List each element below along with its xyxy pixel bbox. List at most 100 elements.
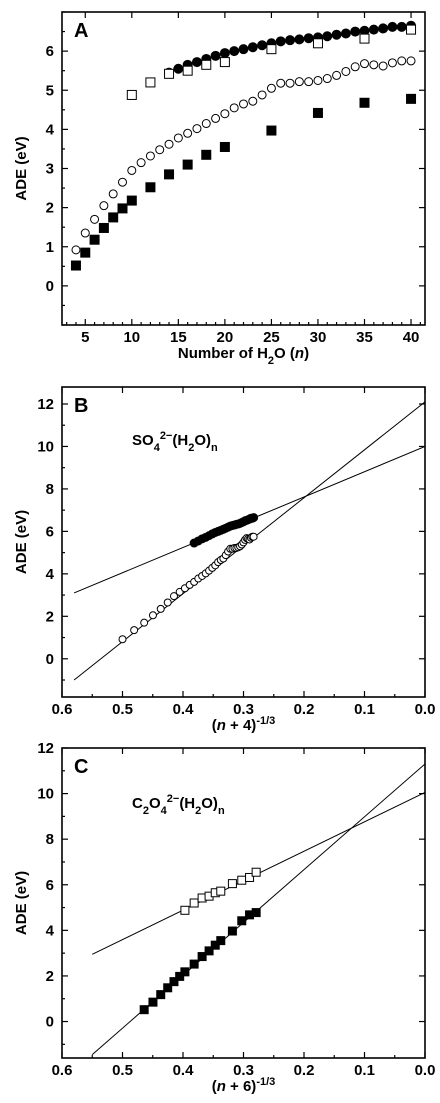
y-tick-label: 1 (46, 239, 54, 256)
data-point-open-circle (397, 56, 407, 66)
y-tick-label: 0 (46, 1014, 54, 1031)
data-point-open-square (406, 24, 417, 35)
y-tick-label: 2 (46, 200, 54, 217)
data-point-filled-square (139, 1005, 149, 1015)
data-point-open-circle (192, 124, 202, 134)
y-tick-label: 6 (46, 877, 54, 894)
y-tick-label: 10 (37, 786, 54, 803)
data-point-filled-square (359, 97, 370, 108)
y-tick-label: 12 (37, 740, 54, 757)
x-tick-label: 35 (356, 329, 373, 346)
x-tick-label: 0.0 (415, 1062, 436, 1079)
data-point-filled-circle (173, 63, 184, 74)
y-tick-label: 4 (46, 566, 55, 583)
x-tick-label: 0.6 (52, 701, 73, 718)
y-axis-title: ADE (eV) (13, 510, 30, 574)
data-point-open-circle (118, 177, 127, 187)
data-point-filled-square (148, 997, 158, 1007)
data-point-open-circle (266, 83, 276, 93)
y-tick-label: 3 (46, 161, 54, 178)
data-point-filled-square (189, 959, 199, 969)
data-point-open-circle (211, 113, 221, 123)
data-point-open-circle (140, 618, 149, 627)
data-point-filled-square (175, 971, 185, 981)
x-tick-label: 0.5 (112, 701, 133, 718)
x-tick-label: 5 (81, 329, 89, 346)
data-point-open-square (182, 65, 193, 76)
data-point-open-circle (169, 592, 178, 601)
data-point-open-square (251, 867, 261, 877)
plot-frame (61, 11, 426, 326)
data-point-open-square (266, 44, 277, 55)
data-point-open-circle (248, 96, 258, 106)
data-point-filled-square (108, 212, 119, 223)
data-point-open-square (180, 905, 190, 915)
data-point-filled-circle (396, 21, 407, 32)
data-point-filled-square (126, 195, 137, 206)
data-point-filled-square (156, 990, 166, 1000)
data-point-open-circle (173, 133, 183, 143)
formula-label: SO42−(H2O)n (132, 430, 218, 454)
data-point-filled-circle (219, 48, 230, 59)
y-tick-label: 4 (46, 121, 55, 138)
y-tick-label: 12 (37, 396, 54, 413)
data-point-open-circle (294, 77, 304, 87)
data-point-filled-square (117, 203, 128, 214)
data-point-filled-circle (340, 28, 351, 39)
x-tick-label: 0.3 (233, 701, 254, 718)
data-point-filled-circle (285, 35, 296, 46)
data-point-open-circle (148, 611, 157, 620)
data-point-filled-square (201, 149, 212, 160)
data-point-filled-circle (378, 23, 389, 34)
data-point-open-square (216, 886, 226, 896)
x-tick-label: 0.2 (294, 1062, 315, 1079)
y-tick-label: 4 (46, 922, 55, 939)
data-point-filled-square (182, 159, 193, 170)
data-point-open-circle (239, 99, 248, 109)
data-point-filled-square (98, 222, 109, 233)
data-point-open-circle (341, 66, 351, 76)
y-tick-label: 8 (46, 481, 54, 498)
data-point-filled-square (197, 952, 207, 962)
data-point-filled-square (266, 125, 277, 136)
data-point-open-circle (276, 78, 286, 88)
data-point-open-circle (136, 158, 146, 168)
data-point-open-circle (90, 214, 100, 224)
data-point-filled-square (163, 983, 173, 993)
data-point-open-circle (350, 62, 360, 72)
x-tick-label: 0.0 (415, 701, 436, 718)
data-point-open-circle (71, 245, 81, 255)
data-point-open-circle (201, 119, 211, 129)
data-point-filled-circle (350, 26, 361, 37)
data-point-open-square (227, 879, 237, 889)
data-point-filled-square (227, 926, 237, 936)
x-tick-label: 15 (170, 329, 187, 346)
data-point-filled-square (312, 107, 323, 118)
data-point-filled-circle (229, 46, 240, 57)
y-tick-label: 0 (46, 651, 54, 668)
x-axis-title: Number of H2O (n) (178, 345, 309, 367)
data-point-open-circle (163, 598, 172, 607)
data-point-open-square (359, 33, 370, 44)
plot-frame (61, 747, 426, 1059)
x-tick-label: 40 (403, 329, 420, 346)
y-tick-label: 6 (46, 523, 54, 540)
y-axis-title: ADE (eV) (13, 871, 30, 935)
y-tick-label: 5 (46, 82, 54, 99)
panel-C: 0.6 0.5 0.4 0.3 0.2 0.1 0.0 0 2 4 6 8 10 12 ADE (eV) (n… (13, 740, 435, 1095)
data-point-open-circle (387, 58, 397, 68)
data-point-open-circle (108, 189, 118, 199)
data-point-filled-square (251, 908, 261, 918)
plot-area (70, 20, 417, 271)
x-tick-label: 25 (263, 329, 280, 346)
data-point-open-circle (220, 109, 230, 119)
data-point-open-circle (183, 128, 193, 138)
x-tick-label: 10 (123, 329, 140, 346)
data-point-filled-square (145, 182, 156, 193)
data-point-open-circle (164, 139, 174, 149)
data-point-open-circle (80, 228, 90, 238)
x-tick-label: 0.3 (233, 1062, 254, 1079)
data-point-open-circle (99, 201, 109, 211)
x-tick-label: 0.1 (354, 701, 375, 718)
data-point-open-circle (249, 532, 258, 541)
